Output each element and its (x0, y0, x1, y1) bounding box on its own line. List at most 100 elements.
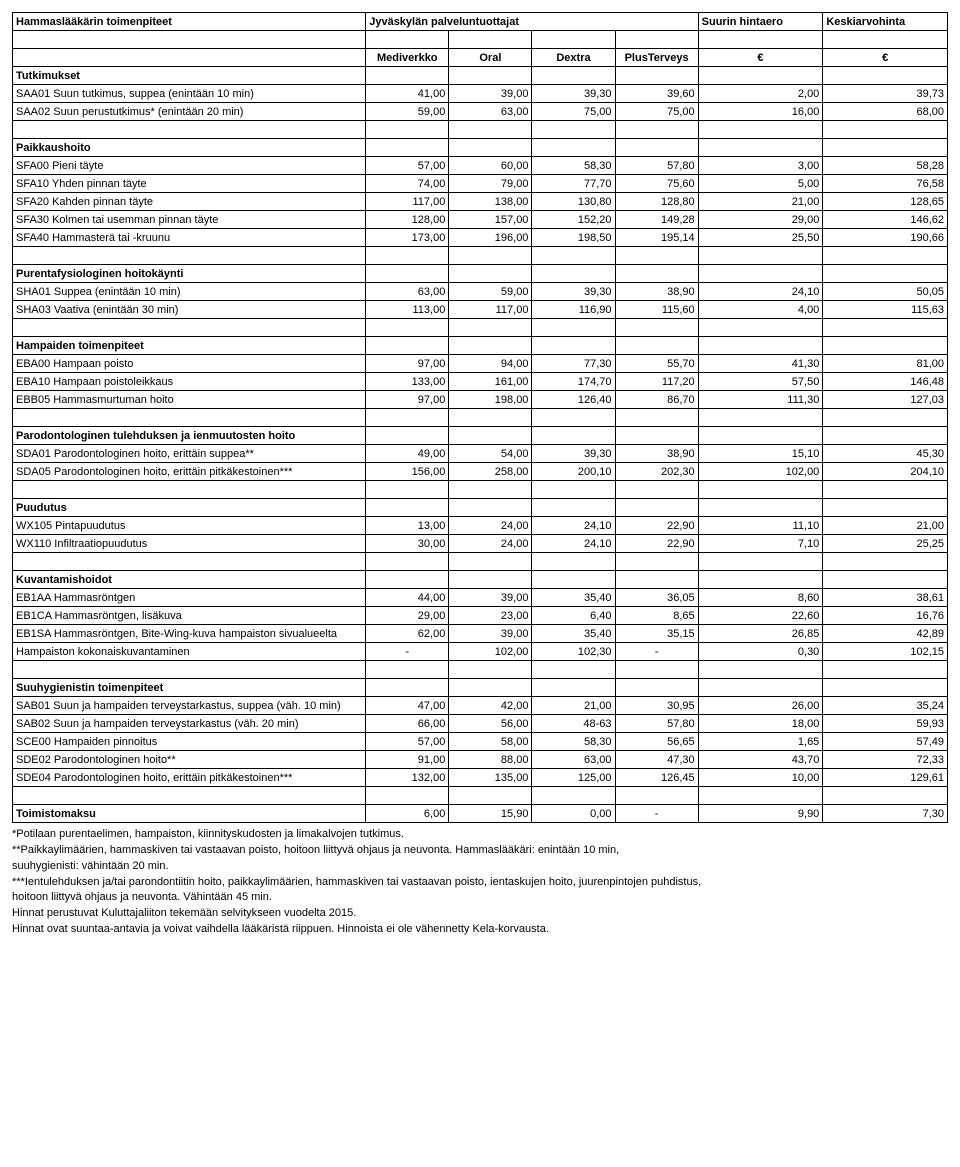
footnotes: *Potilaan purentaelimen, hampaiston, kii… (12, 827, 948, 937)
section-header: Tutkimukset (13, 67, 948, 85)
section-header: Suuhygienistin toimenpiteet (13, 679, 948, 697)
cell-value: 129,61 (823, 769, 948, 787)
cell-value: 36,05 (615, 589, 698, 607)
cell-value: 29,00 (366, 607, 449, 625)
data-row: SDA05 Parodontologinen hoito, erittäin p… (13, 463, 948, 481)
cell-value: 25,25 (823, 535, 948, 553)
cell-value: 24,00 (449, 517, 532, 535)
cell-value: 128,80 (615, 193, 698, 211)
cell-value: 38,90 (615, 283, 698, 301)
section-header: Puudutus (13, 499, 948, 517)
cell-value: 21,00 (698, 193, 823, 211)
data-row: SDE04 Parodontologinen hoito, erittäin p… (13, 769, 948, 787)
cell-value: 116,90 (532, 301, 615, 319)
cell-value: 58,30 (532, 733, 615, 751)
row-label: SAB01 Suun ja hampaiden terveystarkastus… (13, 697, 366, 715)
cell-value: 74,00 (366, 175, 449, 193)
cell-value: 88,00 (449, 751, 532, 769)
cell-value: 7,30 (823, 805, 948, 823)
row-label: SHA01 Suppea (enintään 10 min) (13, 283, 366, 301)
row-label: SDE02 Parodontologinen hoito** (13, 751, 366, 769)
row-label: SAA01 Suun tutkimus, suppea (enintään 10… (13, 85, 366, 103)
cell-value: 198,50 (532, 229, 615, 247)
cell-value: 94,00 (449, 355, 532, 373)
cell-value: 57,80 (615, 715, 698, 733)
footnote-line: Hinnat ovat suuntaa-antavia ja voivat va… (12, 922, 948, 937)
cell-value: 200,10 (532, 463, 615, 481)
cell-value: 66,00 (366, 715, 449, 733)
data-row: SHA01 Suppea (enintään 10 min)63,0059,00… (13, 283, 948, 301)
cell-value: 38,90 (615, 445, 698, 463)
header-avg: Keskiarvohinta (823, 13, 948, 31)
cell-value: 41,00 (366, 85, 449, 103)
row-label: SFA30 Kolmen tai usemman pinnan täyte (13, 211, 366, 229)
row-label: SFA10 Yhden pinnan täyte (13, 175, 366, 193)
empty-row (13, 409, 948, 427)
row-label: Hampaiston kokonaiskuvantaminen (13, 643, 366, 661)
empty-row (13, 661, 948, 679)
cell-value: 77,30 (532, 355, 615, 373)
cell-value: 68,00 (823, 103, 948, 121)
cell-value: 15,10 (698, 445, 823, 463)
cell-value: 47,00 (366, 697, 449, 715)
data-row: SCE00 Hampaiden pinnoitus57,0058,0058,30… (13, 733, 948, 751)
cell-value: 138,00 (449, 193, 532, 211)
row-label: SFA00 Pieni täyte (13, 157, 366, 175)
cell-value: 63,00 (449, 103, 532, 121)
cell-value: 7,10 (698, 535, 823, 553)
cell-value: 39,30 (532, 85, 615, 103)
row-label: SDA01 Parodontologinen hoito, erittäin s… (13, 445, 366, 463)
header-row-1: Hammaslääkärin toimenpiteetJyväskylän pa… (13, 13, 948, 31)
cell-value: 1,65 (698, 733, 823, 751)
cell-value: 97,00 (366, 391, 449, 409)
cell-value: 5,00 (698, 175, 823, 193)
cell-value: 8,60 (698, 589, 823, 607)
empty-row (13, 481, 948, 499)
cell-value: 39,60 (615, 85, 698, 103)
section-title: Puudutus (13, 499, 366, 517)
footnote-line: hoitoon liittyvä ohjaus ja neuvonta. Väh… (12, 890, 948, 905)
cell-value: 115,60 (615, 301, 698, 319)
provider-2: Dextra (532, 49, 615, 67)
section-title: Purentafysiologinen hoitokäynti (13, 265, 366, 283)
data-row: SFA10 Yhden pinnan täyte74,0079,0077,707… (13, 175, 948, 193)
cell-value: 63,00 (532, 751, 615, 769)
row-label: SFA20 Kahden pinnan täyte (13, 193, 366, 211)
empty-row (13, 121, 948, 139)
cell-value: 39,73 (823, 85, 948, 103)
section-header: Purentafysiologinen hoitokäynti (13, 265, 948, 283)
cell-value: 77,70 (532, 175, 615, 193)
cell-value: 39,00 (449, 85, 532, 103)
data-row: SAB01 Suun ja hampaiden terveystarkastus… (13, 697, 948, 715)
cell-value: - (615, 643, 698, 661)
cell-value: 39,00 (449, 589, 532, 607)
cell-value: 16,00 (698, 103, 823, 121)
data-row: SFA00 Pieni täyte57,0060,0058,3057,803,0… (13, 157, 948, 175)
cell-value: 42,89 (823, 625, 948, 643)
section-title: Hampaiden toimenpiteet (13, 337, 366, 355)
cell-value: 45,30 (823, 445, 948, 463)
cell-value: 91,00 (366, 751, 449, 769)
cell-value: 149,28 (615, 211, 698, 229)
header-maxdiff: Suurin hintaero (698, 13, 823, 31)
cell-value: 161,00 (449, 373, 532, 391)
cell-value: 24,10 (532, 517, 615, 535)
cell-value: 156,00 (366, 463, 449, 481)
cell-value: 117,00 (366, 193, 449, 211)
row-label: EB1CA Hammasröntgen, lisäkuva (13, 607, 366, 625)
data-row: EB1SA Hammasröntgen, Bite-Wing-kuva hamp… (13, 625, 948, 643)
cell-value: 13,00 (366, 517, 449, 535)
cell-value: 47,30 (615, 751, 698, 769)
cell-value: 2,00 (698, 85, 823, 103)
cell-value: 30,95 (615, 697, 698, 715)
cell-value: 152,20 (532, 211, 615, 229)
data-row: EBA00 Hampaan poisto97,0094,0077,3055,70… (13, 355, 948, 373)
cell-value: 0,30 (698, 643, 823, 661)
cell-value: 57,49 (823, 733, 948, 751)
cell-value: 35,40 (532, 625, 615, 643)
empty-row (13, 787, 948, 805)
data-row: SAA02 Suun perustutkimus* (enintään 20 m… (13, 103, 948, 121)
cell-value: 39,30 (532, 445, 615, 463)
cell-value: 204,10 (823, 463, 948, 481)
cell-value: 126,45 (615, 769, 698, 787)
